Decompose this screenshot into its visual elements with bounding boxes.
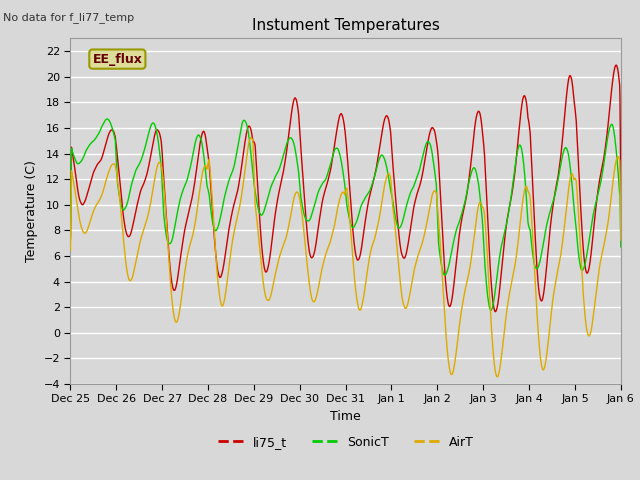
Text: No data for f_li77_temp: No data for f_li77_temp — [3, 12, 134, 23]
Legend: li75_t, SonicT, AirT: li75_t, SonicT, AirT — [212, 431, 479, 454]
X-axis label: Time: Time — [330, 410, 361, 423]
Title: Instument Temperatures: Instument Temperatures — [252, 18, 440, 33]
Text: EE_flux: EE_flux — [92, 53, 142, 66]
Y-axis label: Temperature (C): Temperature (C) — [25, 160, 38, 262]
